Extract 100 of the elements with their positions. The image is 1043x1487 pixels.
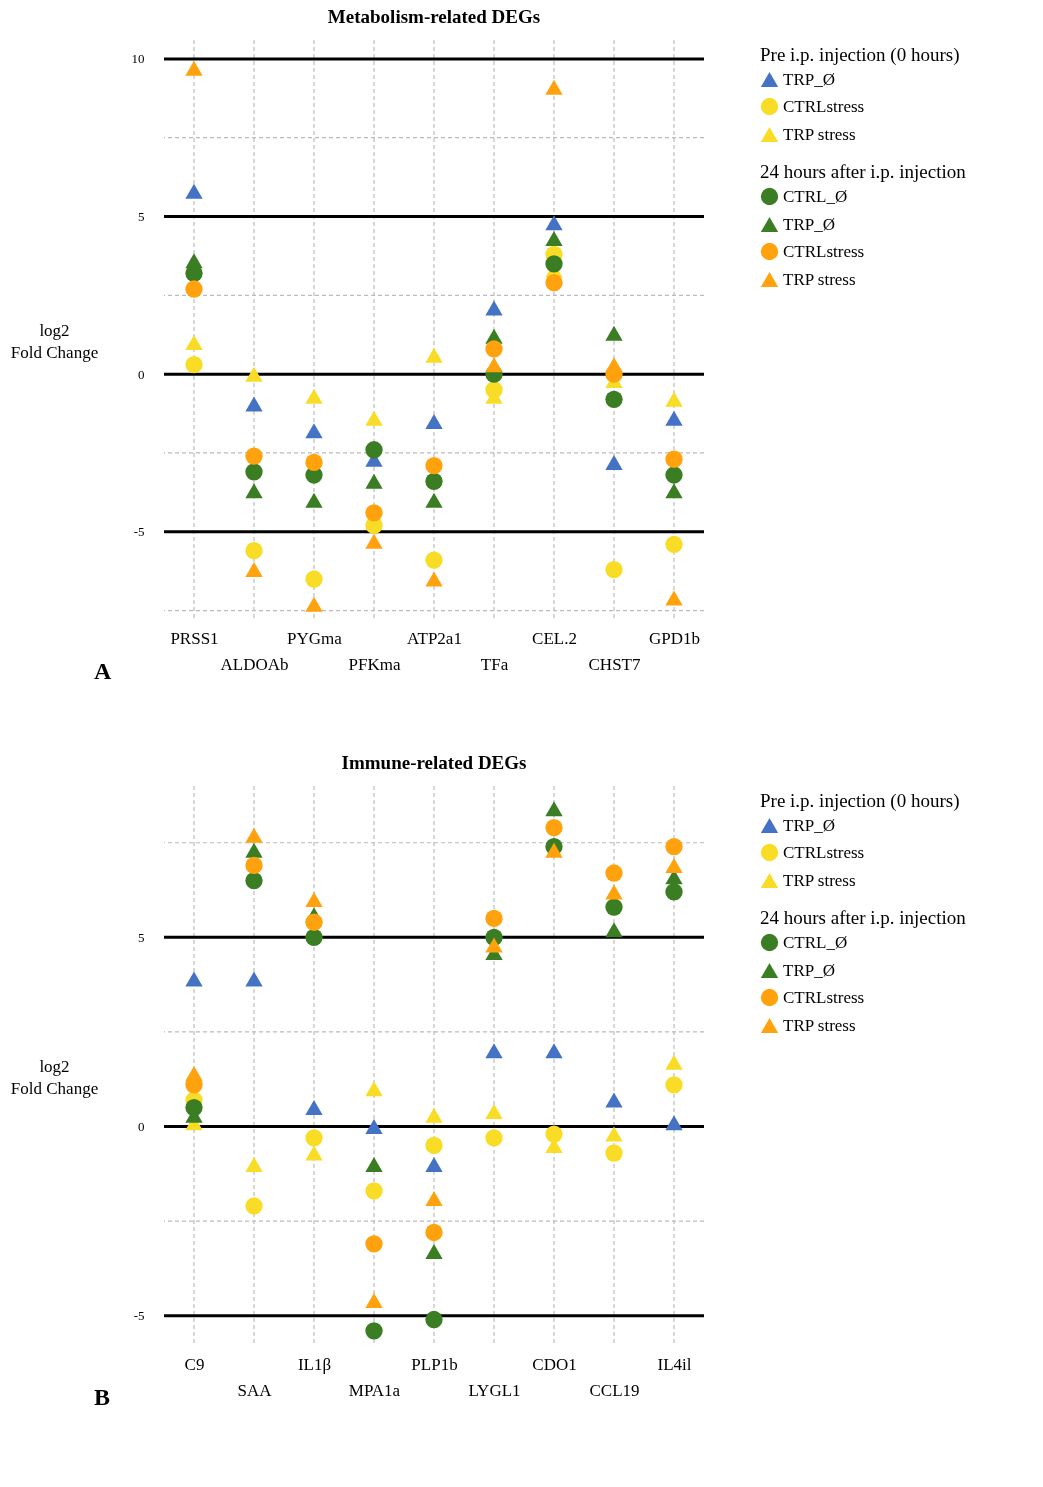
point	[305, 423, 323, 439]
x-tick-label: LYGL1	[468, 1380, 521, 1400]
point	[365, 410, 383, 426]
point	[185, 335, 203, 351]
point	[305, 1129, 323, 1147]
point	[605, 1092, 623, 1108]
x-tick-label: CHST7	[588, 654, 641, 674]
point	[665, 535, 683, 553]
point	[305, 928, 323, 946]
x-tick-label: IL4il	[657, 1354, 692, 1374]
point	[485, 909, 503, 928]
legend-label: TRP stress	[783, 124, 856, 144]
point	[545, 274, 563, 292]
point	[425, 413, 443, 429]
point	[425, 551, 443, 569]
legend-label: TRP_Ø	[783, 960, 835, 980]
point	[305, 913, 323, 931]
point	[605, 922, 623, 938]
point	[305, 388, 323, 404]
point	[425, 1243, 443, 1259]
point	[185, 253, 203, 269]
point	[245, 366, 263, 382]
legend-label: TRP stress	[783, 1015, 856, 1035]
point	[245, 1197, 263, 1215]
legend-label: TRP stress	[783, 269, 856, 289]
y-tick-label: 0	[138, 366, 145, 382]
chart-title: Metabolism-related DEGs	[327, 6, 541, 28]
point	[425, 1310, 443, 1329]
x-tick-label: ALDOAb	[220, 654, 289, 674]
point	[545, 79, 563, 95]
y-tick-label: 0	[138, 1119, 145, 1135]
legend-label: TRP stress	[783, 870, 856, 890]
point	[485, 1043, 503, 1059]
x-tick-label: GPD1b	[648, 628, 701, 648]
point	[185, 183, 203, 199]
point	[305, 596, 323, 612]
y-tick-label: 10	[131, 51, 145, 67]
point	[245, 483, 263, 499]
text: 24 hours after i.p. injection	[760, 161, 966, 182]
point	[485, 357, 503, 373]
point	[365, 1293, 383, 1309]
point	[245, 396, 263, 412]
point	[545, 818, 563, 837]
text: B	[94, 1384, 111, 1410]
point	[425, 456, 443, 475]
point	[665, 410, 683, 426]
x-tick-label: PLP1b	[411, 1354, 458, 1374]
point	[185, 356, 203, 374]
point	[545, 801, 563, 817]
x-tick-label: TFa	[480, 654, 509, 674]
point	[485, 1129, 503, 1147]
point	[605, 325, 623, 341]
point	[245, 542, 263, 560]
y-tick-label: -5	[133, 524, 145, 540]
point	[485, 300, 503, 316]
point	[425, 347, 443, 363]
point	[425, 1156, 443, 1172]
x-tick-label: SAA	[237, 1380, 273, 1400]
point	[185, 60, 203, 76]
point	[305, 570, 323, 588]
point	[545, 255, 563, 273]
point	[245, 562, 263, 578]
text: Pre i.p. injection (0 hours)	[760, 44, 960, 65]
point	[305, 892, 323, 908]
text: A	[94, 658, 112, 684]
point	[485, 340, 503, 358]
point	[365, 441, 383, 459]
point	[545, 842, 563, 858]
point	[365, 1081, 383, 1097]
point	[365, 473, 383, 489]
chart-title: Immune-related DEGs	[341, 752, 527, 774]
y-tick-label: -5	[133, 1308, 145, 1324]
point	[425, 1136, 443, 1155]
text: Pre i.p. injection (0 hours)	[760, 790, 960, 811]
point	[665, 837, 683, 856]
point	[245, 971, 263, 987]
point	[665, 1054, 683, 1070]
legend-label: CTRLstress	[783, 241, 865, 261]
point	[665, 391, 683, 407]
point	[605, 357, 623, 373]
point	[425, 1190, 443, 1206]
point	[545, 1125, 563, 1143]
legend-label: TRP_Ø	[783, 815, 835, 835]
point	[665, 590, 683, 606]
point	[545, 215, 563, 231]
point	[425, 492, 443, 508]
point	[425, 1107, 443, 1123]
point	[365, 1119, 383, 1135]
point	[245, 842, 263, 858]
x-tick-label: MPA1a	[348, 1380, 401, 1400]
point	[425, 571, 443, 587]
point	[545, 231, 563, 247]
point	[485, 1103, 503, 1119]
point	[305, 453, 323, 472]
legend-label: CTRLstress	[783, 96, 865, 116]
x-tick-label: IL1β	[297, 1354, 332, 1374]
point	[665, 857, 683, 873]
point	[365, 504, 383, 522]
point	[665, 883, 683, 901]
point	[305, 492, 323, 508]
